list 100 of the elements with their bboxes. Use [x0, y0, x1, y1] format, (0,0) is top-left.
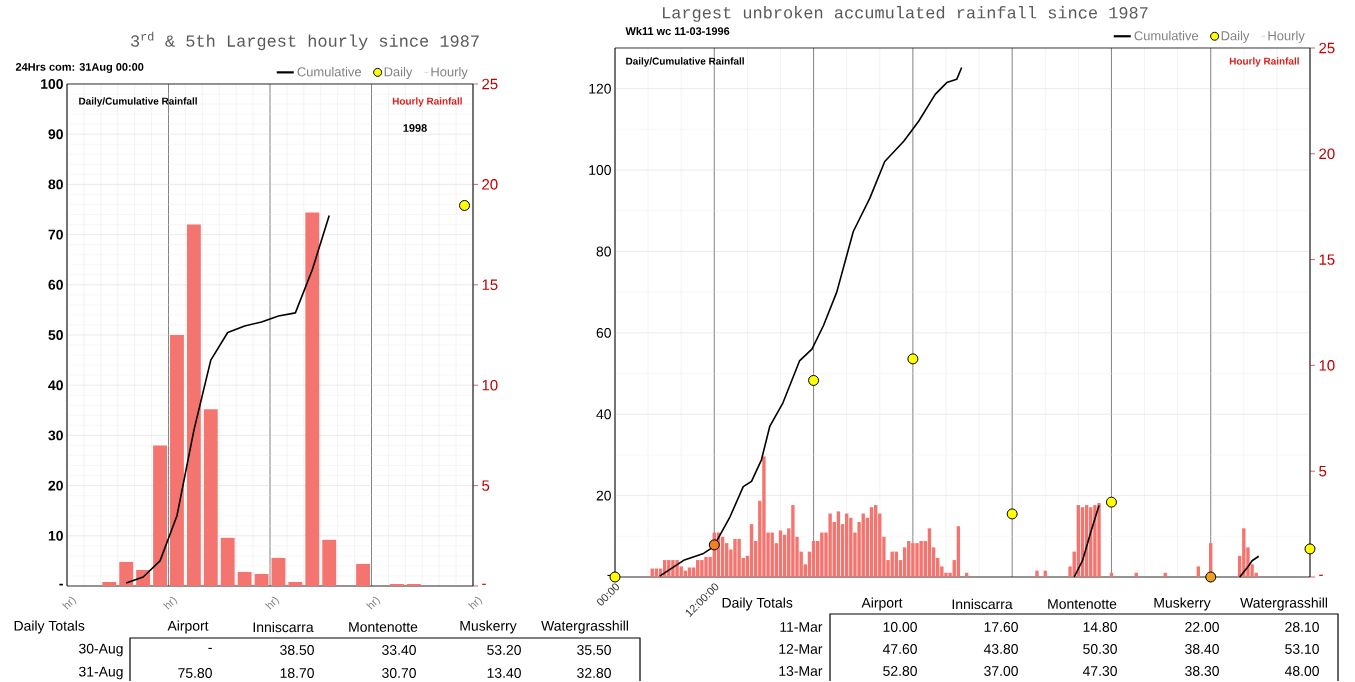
y-tick-label: -: [607, 574, 611, 576]
text: 53.10: [1285, 644, 1319, 654]
y2-axis-title: Hourly Rainfall: [1229, 57, 1299, 67]
y2-tick-label: 20: [1319, 148, 1335, 160]
text: 75.80: [178, 668, 212, 678]
point: [1006, 508, 1018, 520]
text: 13.40: [487, 668, 521, 678]
text: 24Hrs com: 31Aug 00:00: [15, 63, 144, 73]
text: 18.70: [280, 668, 314, 678]
bar: [203, 409, 218, 586]
category-label: 30-Aug: [79, 643, 123, 657]
point: [1205, 571, 1217, 583]
text: 37.00: [984, 666, 1018, 676]
bar: [890, 551, 894, 577]
y-tick-label: 20: [48, 480, 63, 491]
bar: [687, 567, 692, 577]
bar: [305, 212, 320, 586]
text: 53.20: [487, 645, 521, 655]
category-label: Muskerry: [1154, 597, 1211, 611]
bar: [791, 505, 795, 577]
bar: [733, 538, 737, 577]
y-tick-label: 60: [596, 327, 611, 338]
legend-label: Hourly: [1268, 30, 1305, 43]
bar: [356, 563, 370, 586]
text: 47.60: [882, 644, 917, 654]
y2-tick-label: 20: [482, 179, 498, 190]
bar: [288, 581, 303, 586]
text: Wk11 wc 11-03-1996: [625, 26, 730, 36]
bar: [1196, 566, 1201, 577]
text: hr): [62, 596, 77, 610]
text: hr): [468, 596, 483, 610]
text: 50.30: [1083, 644, 1117, 654]
bar: [186, 224, 201, 586]
category-label: Watergrasshill: [541, 620, 628, 634]
bar: [1097, 502, 1101, 577]
text: 22.00: [1185, 622, 1219, 632]
y-tick-label: 80: [48, 179, 63, 190]
bar: [406, 583, 421, 586]
point: [907, 353, 919, 365]
y-tick-label: 90: [48, 129, 63, 140]
chart-title: 3$^{rd}$ & 5th Largest hourly since 1987: [131, 31, 479, 51]
y-tick-label: 40: [48, 380, 63, 391]
y2-tick-label: 5: [1319, 465, 1327, 477]
bar: [919, 541, 923, 577]
legend-label: Cumulative: [297, 66, 362, 77]
y-tick-label: 100: [41, 79, 63, 89]
text: hr): [366, 596, 381, 610]
text: 17.60: [984, 622, 1018, 632]
y-tick-label: 20: [596, 490, 611, 501]
annotation: 1998: [403, 124, 427, 132]
text: 10.00: [883, 622, 917, 632]
text: 30.70: [382, 668, 416, 678]
y-tick-label: 60: [48, 279, 63, 290]
text: hr): [265, 596, 280, 610]
category-label: Inniscarra: [253, 621, 314, 633]
text: 14.80: [1083, 622, 1117, 632]
text: 38.40: [1185, 644, 1219, 654]
y-tick-label: 40: [596, 409, 611, 420]
bar: [1093, 505, 1097, 577]
legend-label: Hourly: [431, 66, 468, 79]
text: Daily Totals: [14, 620, 85, 634]
y2-tick-label: 5: [482, 480, 490, 491]
text: hr): [163, 596, 178, 610]
text: -: [208, 647, 212, 649]
point: [609, 571, 621, 583]
y2-tick-label: 15: [482, 279, 498, 291]
y2-tick-label: 10: [1319, 360, 1335, 371]
y-tick-label: 10: [48, 530, 63, 541]
y-tick-label: 120: [589, 83, 611, 94]
legend-label: Cumulative: [1134, 30, 1199, 41]
text: 38.30: [1185, 666, 1219, 676]
bar: [220, 537, 235, 586]
bar: [849, 517, 853, 577]
text: 47.30: [1082, 666, 1117, 676]
category-label: Montenotte: [1048, 599, 1117, 609]
bar: [170, 335, 184, 586]
bar: [911, 543, 915, 577]
y2-tick-label: 10: [482, 379, 498, 391]
y2-tick-label: 15: [1319, 254, 1335, 265]
text: 52.80: [883, 666, 917, 676]
point: [708, 539, 720, 551]
bar: [1035, 570, 1039, 577]
text: 33.40: [382, 645, 416, 655]
bar: [271, 557, 286, 586]
bar: [915, 543, 919, 577]
y-axis-title: Daily/Cumulative Rainfall: [626, 57, 744, 67]
y2-tick-label: -: [1319, 574, 1323, 576]
category-label: Watergrasshill: [1240, 597, 1327, 611]
text: 43.80: [983, 644, 1018, 654]
text: Daily Totals: [722, 597, 793, 611]
bar: [737, 538, 741, 577]
bar: [254, 573, 269, 586]
y-tick-label: -: [59, 583, 63, 586]
legend-label: Daily: [384, 66, 413, 79]
text: 28.10: [1285, 622, 1319, 632]
y-tick-label: 50: [48, 330, 63, 340]
bar: [828, 513, 832, 577]
category-label: 11-Mar: [780, 622, 823, 632]
bar: [237, 571, 252, 586]
line-series: [125, 214, 331, 584]
